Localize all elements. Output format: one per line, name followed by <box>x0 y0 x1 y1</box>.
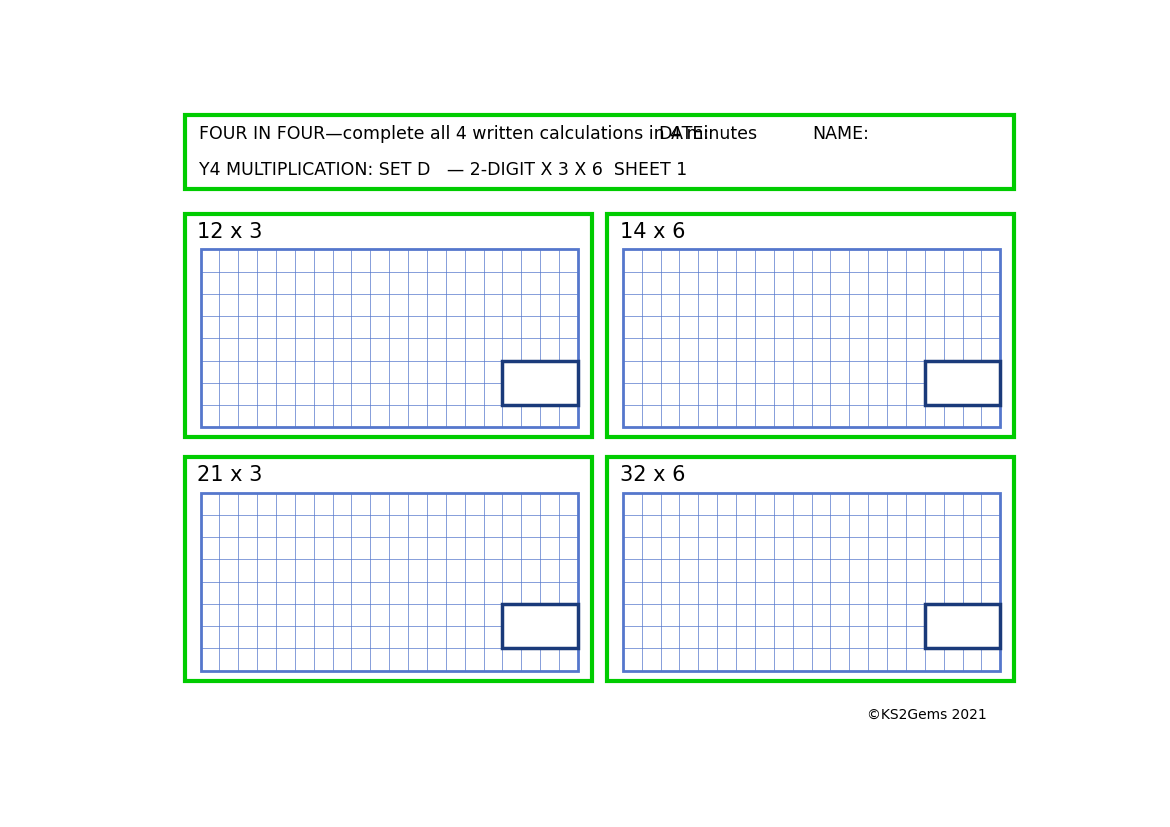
Text: 14 x 6: 14 x 6 <box>620 222 686 241</box>
Bar <box>502 361 578 405</box>
Bar <box>924 604 1000 648</box>
Bar <box>924 361 1000 405</box>
Bar <box>607 457 1014 681</box>
Bar <box>622 493 1000 671</box>
Text: 12 x 3: 12 x 3 <box>198 222 263 241</box>
Text: 21 x 3: 21 x 3 <box>198 465 263 485</box>
Text: FOUR IN FOUR—complete all 4 written calculations in 4 minutes: FOUR IN FOUR—complete all 4 written calc… <box>199 125 757 142</box>
Text: DATE:: DATE: <box>658 125 709 142</box>
Text: ©KS2Gems 2021: ©KS2Gems 2021 <box>867 708 987 722</box>
Bar <box>200 493 578 671</box>
Bar <box>185 457 592 681</box>
Bar <box>185 214 592 437</box>
Text: 32 x 6: 32 x 6 <box>620 465 686 485</box>
Bar <box>185 115 1014 189</box>
Bar <box>622 250 1000 428</box>
Bar <box>607 214 1014 437</box>
Text: NAME:: NAME: <box>813 125 869 142</box>
Text: Y4 MULTIPLICATION: SET D   — 2-DIGIT X 3 X 6  SHEET 1: Y4 MULTIPLICATION: SET D — 2-DIGIT X 3 X… <box>199 161 687 179</box>
Bar <box>200 250 578 428</box>
Bar <box>502 604 578 648</box>
